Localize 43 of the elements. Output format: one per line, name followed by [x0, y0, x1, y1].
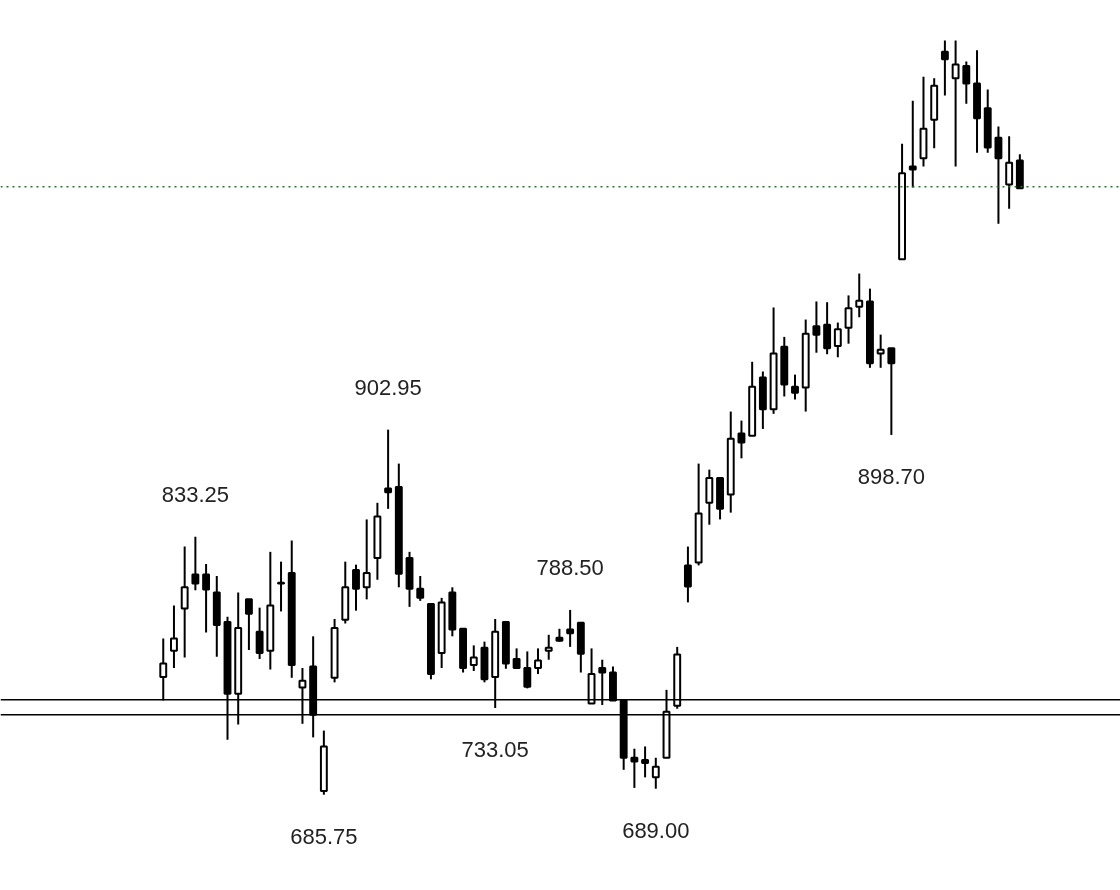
candlestick [737, 419, 746, 460]
candlestick [469, 644, 478, 673]
candlestick [1005, 135, 1014, 210]
annotation: 902.95 [354, 375, 422, 401]
candlestick [823, 301, 832, 356]
candlestick [683, 545, 692, 604]
candlestick [876, 333, 885, 369]
candlestick [202, 562, 211, 634]
candlestick [994, 125, 1003, 225]
candlestick [534, 647, 542, 676]
candlestick [170, 604, 178, 669]
candlestick [908, 99, 917, 189]
annotation: 898.70 [857, 464, 926, 490]
candlestick [651, 756, 660, 790]
annotation: 788.50 [536, 555, 604, 581]
annotation: 733.05 [461, 737, 529, 763]
candlestick [352, 563, 360, 612]
candlestick [180, 545, 189, 659]
candlestick [416, 574, 425, 602]
candlestick [812, 300, 821, 354]
candlestick [791, 373, 799, 401]
annotation: 685.75 [290, 824, 358, 850]
candlestick [940, 39, 949, 97]
candlestick [512, 647, 521, 670]
candlestick [641, 745, 650, 779]
candlestick [844, 294, 853, 345]
candlestick [523, 650, 532, 690]
candlestick [244, 598, 253, 651]
candlestick [566, 608, 575, 648]
annotation: 689.00 [622, 818, 690, 844]
candlestick [255, 606, 264, 660]
candlestick [951, 39, 960, 168]
candlestick [544, 633, 553, 661]
candlestick [962, 60, 971, 105]
annotation: 833.25 [161, 482, 230, 508]
candlestick [855, 272, 864, 319]
candlestick [362, 518, 371, 601]
candlestick [191, 535, 200, 592]
candlestick [887, 347, 896, 436]
candlestick [384, 428, 393, 510]
candlestick [833, 321, 842, 359]
candlestick [630, 747, 639, 789]
candlestick [277, 560, 285, 613]
